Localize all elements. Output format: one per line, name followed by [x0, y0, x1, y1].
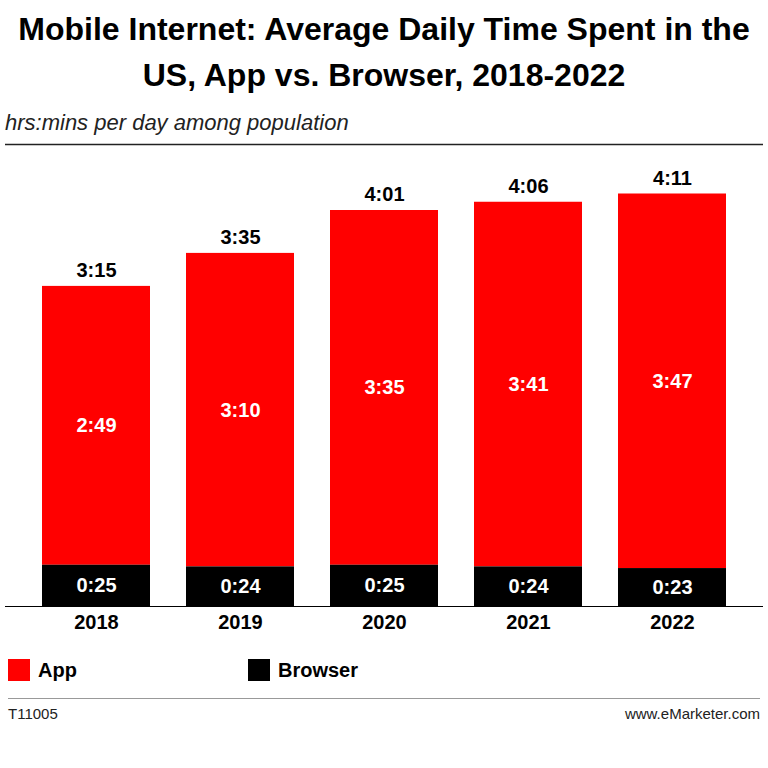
svg-text:0:23: 0:23: [652, 576, 692, 598]
svg-text:3:35: 3:35: [220, 226, 260, 248]
html-text:App: App: [38, 658, 77, 681]
svg-text:0:25: 0:25: [364, 574, 404, 596]
html-text:hrs:mins per day among populat: hrs:mins per day among population: [5, 110, 349, 135]
svg-text:2022: 2022: [650, 611, 695, 633]
svg-text:0:24: 0:24: [220, 575, 261, 597]
svg-text:0:24: 0:24: [508, 575, 549, 597]
html-text:Browser: Browser: [278, 658, 358, 681]
svg-text:2019: 2019: [218, 611, 263, 633]
svg-text:2:49: 2:49: [76, 414, 116, 436]
svg-text:2021: 2021: [506, 611, 551, 633]
html-text:www.eMarketer.com: www.eMarketer.com: [625, 705, 760, 722]
svg-text:3:41: 3:41: [508, 373, 548, 395]
html-text:T11005: T11005: [8, 705, 58, 722]
svg-text:3:10: 3:10: [220, 399, 260, 421]
svg-text:3:35: 3:35: [364, 376, 404, 398]
svg-text:3:15: 3:15: [76, 259, 116, 281]
svg-text:4:01: 4:01: [364, 183, 404, 205]
svg-text:4:11: 4:11: [653, 167, 692, 189]
svg-text:4:06: 4:06: [508, 175, 548, 197]
svg-text:0:25: 0:25: [76, 574, 116, 596]
svg-text:2020: 2020: [362, 611, 407, 633]
html-text:Mobile Internet: Average Daily: Mobile Internet: Average Daily Time Spen…: [18, 11, 750, 93]
svg-text:3:47: 3:47: [652, 370, 692, 392]
svg-text:2018: 2018: [74, 611, 119, 633]
